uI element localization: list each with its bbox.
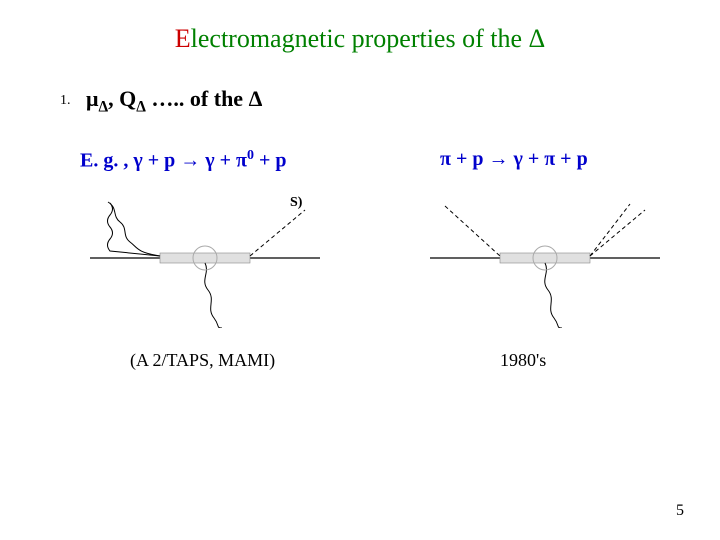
slide-title: Electromagnetic properties of the Δ: [0, 24, 720, 54]
item-1: 1. μΔ, QΔ ….. of the Δ: [60, 86, 262, 116]
reaction-left-suffix: + p: [254, 150, 287, 172]
item-rest: ….. of the Δ: [146, 86, 262, 111]
caption-right: 1980's: [500, 350, 546, 371]
item-sub1: Δ: [98, 98, 108, 115]
caption-left: (A 2/TAPS, MAMI): [130, 350, 275, 371]
title-rest: lectromagnetic properties of the Δ: [191, 24, 546, 53]
item-number: 1.: [60, 93, 71, 108]
reaction-left: E. g. , γ + p → γ + π0 + p: [80, 148, 286, 173]
reaction-right: π + p → γ + π + p: [440, 148, 588, 171]
title-prefix: E: [175, 24, 191, 53]
item-comma: , Q: [108, 86, 136, 111]
feynman-diagram-right: [430, 198, 660, 328]
item-sub2: Δ: [136, 98, 146, 115]
reaction-left-sup: 0: [247, 148, 254, 163]
item-mu: μ: [86, 86, 98, 111]
page-number: 5: [676, 502, 684, 520]
feynman-diagram-left: [90, 198, 320, 328]
reaction-left-prefix: E. g. , γ + p → γ + π: [80, 150, 247, 172]
